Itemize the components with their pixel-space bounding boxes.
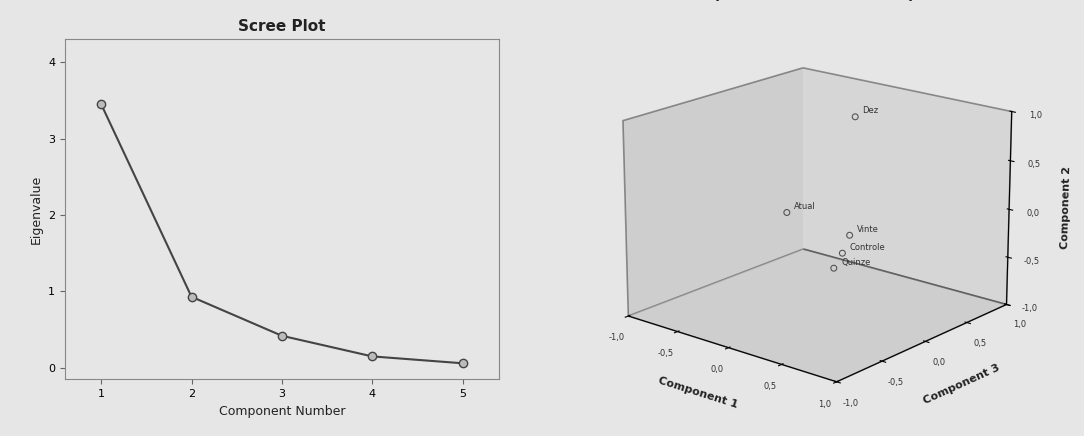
X-axis label: Component 1: Component 1 bbox=[657, 376, 739, 410]
Y-axis label: Eigenvalue: Eigenvalue bbox=[29, 175, 42, 244]
Y-axis label: Component 3: Component 3 bbox=[921, 363, 1002, 406]
Title: Scree Plot: Scree Plot bbox=[238, 19, 325, 34]
X-axis label: Component Number: Component Number bbox=[219, 405, 345, 418]
